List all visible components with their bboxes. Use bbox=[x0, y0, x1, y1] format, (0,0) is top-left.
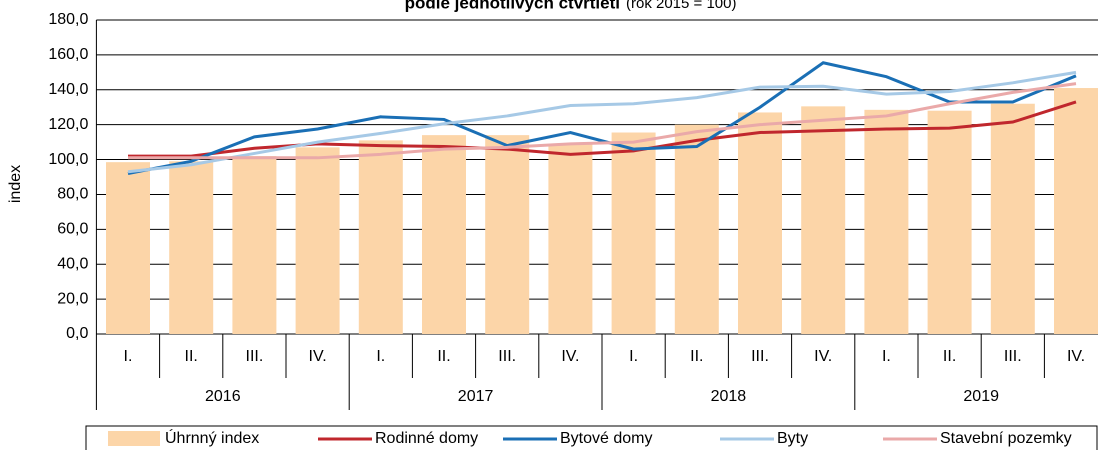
legend-label: Stavební pozemky bbox=[940, 430, 1072, 447]
bar bbox=[422, 135, 466, 334]
y-tick-label: 120,0 bbox=[48, 116, 88, 133]
x-tick-label: IV. bbox=[1067, 348, 1085, 365]
x-tick-label: III. bbox=[1004, 348, 1022, 365]
year-label: 2016 bbox=[205, 388, 241, 405]
y-tick-label: 80,0 bbox=[57, 186, 88, 203]
x-tick-label: IV. bbox=[309, 348, 327, 365]
x-tick-label: I. bbox=[124, 348, 133, 365]
bar bbox=[1054, 88, 1098, 335]
year-label: 2019 bbox=[963, 388, 999, 405]
line-series bbox=[127, 61, 1077, 175]
bar bbox=[169, 161, 214, 334]
y-tick-label: 60,0 bbox=[57, 221, 88, 238]
bar bbox=[990, 103, 1035, 334]
bar bbox=[674, 124, 719, 335]
x-tick-label: II. bbox=[437, 348, 450, 365]
x-tick-label: III. bbox=[498, 348, 516, 365]
bar bbox=[611, 132, 656, 334]
line-series bbox=[127, 70, 1077, 174]
x-tick-label: III. bbox=[246, 348, 264, 365]
x-tick-label: II. bbox=[185, 348, 198, 365]
x-tick-label: II. bbox=[690, 348, 703, 365]
year-label: 2018 bbox=[711, 388, 747, 405]
year-label: 2017 bbox=[458, 388, 494, 405]
y-tick-label: 100,0 bbox=[48, 151, 88, 168]
bar bbox=[232, 156, 277, 334]
legend-label: Úhrnný index bbox=[165, 428, 259, 447]
legend-label: Byty bbox=[777, 430, 808, 447]
legend-swatch bbox=[108, 431, 160, 446]
bar bbox=[927, 110, 972, 334]
line-series bbox=[128, 100, 1077, 158]
bar bbox=[358, 140, 403, 334]
y-tick-label: 140,0 bbox=[48, 81, 88, 98]
x-tick-label: IV. bbox=[561, 348, 579, 365]
bar bbox=[106, 162, 150, 334]
y-tick-label: 20,0 bbox=[57, 290, 88, 307]
bar bbox=[485, 135, 530, 334]
y-tick-label: 180,0 bbox=[48, 11, 88, 28]
bar bbox=[864, 109, 909, 334]
x-tick-label: IV. bbox=[814, 348, 832, 365]
y-tick-label: 40,0 bbox=[57, 255, 88, 272]
legend-box bbox=[85, 425, 1098, 450]
bar bbox=[548, 143, 593, 334]
chart-subtitle: (rok 2015 = 100) bbox=[626, 0, 737, 12]
legend-label: Bytové domy bbox=[560, 430, 652, 447]
x-tick-label: I. bbox=[376, 348, 385, 365]
y-tick-label: 0,0 bbox=[66, 325, 88, 342]
bar bbox=[295, 147, 340, 334]
y-tick-label: 160,0 bbox=[48, 46, 88, 63]
x-tick-label: II. bbox=[943, 348, 956, 365]
x-tick-label: I. bbox=[629, 348, 638, 365]
line-series bbox=[128, 82, 1077, 160]
x-tick-label: III. bbox=[751, 348, 769, 365]
bar bbox=[738, 112, 782, 334]
y-axis-label: index bbox=[7, 165, 24, 203]
chart-title: podle jednotlivých čtvrtletí bbox=[405, 0, 622, 12]
bar bbox=[801, 106, 846, 334]
x-tick-label: I. bbox=[882, 348, 891, 365]
legend-label: Rodinné domy bbox=[375, 430, 478, 447]
